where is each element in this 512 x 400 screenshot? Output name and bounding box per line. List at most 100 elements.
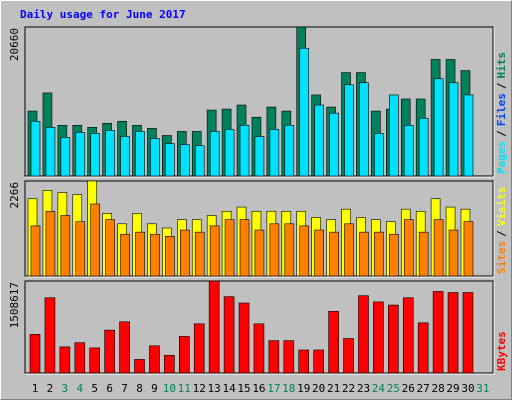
bar xyxy=(254,229,265,277)
bar xyxy=(75,221,86,277)
x-tick-label: 14 xyxy=(222,382,236,395)
bar xyxy=(44,297,56,374)
x-tick-label: 6 xyxy=(106,382,113,395)
x-tick-label: 9 xyxy=(151,382,158,395)
bar xyxy=(254,136,265,177)
bar xyxy=(29,334,41,374)
bar xyxy=(120,136,130,177)
bar xyxy=(90,133,101,177)
bar xyxy=(208,280,220,374)
bar xyxy=(60,215,71,277)
bar xyxy=(344,84,354,177)
bar xyxy=(269,223,280,277)
bar xyxy=(239,124,250,177)
bar xyxy=(238,302,250,374)
bar xyxy=(45,210,56,277)
x-tick-label: 29 xyxy=(446,382,459,395)
x-tick-label: 23 xyxy=(357,382,370,395)
bar xyxy=(194,231,205,277)
x-tick-label: 17 xyxy=(267,382,280,395)
legend-separator: / xyxy=(495,82,508,89)
x-tick-label: 16 xyxy=(252,382,265,395)
bar xyxy=(343,338,354,374)
x-tick-label: 4 xyxy=(76,382,83,395)
x-tick-label: 11 xyxy=(178,382,191,395)
bar xyxy=(403,124,414,177)
bar xyxy=(389,233,399,277)
bar xyxy=(105,219,115,277)
legend: KBytes xyxy=(495,331,508,371)
bar xyxy=(150,233,160,277)
bar xyxy=(462,292,474,374)
x-tick-label: 5 xyxy=(91,382,98,395)
bar xyxy=(402,297,414,374)
x-tick-label: 18 xyxy=(282,382,295,395)
bar xyxy=(209,131,220,177)
bar xyxy=(418,231,429,277)
x-tick-label: 22 xyxy=(342,382,355,395)
legend-entry: Files xyxy=(495,93,508,126)
legend-entry: Visits xyxy=(495,187,508,227)
bar xyxy=(373,301,384,374)
x-tick-label: 13 xyxy=(208,382,221,395)
bar xyxy=(344,223,354,277)
bar xyxy=(328,311,339,374)
bar xyxy=(253,323,265,374)
bar xyxy=(329,231,339,277)
x-tick-label: 15 xyxy=(237,382,250,395)
bar xyxy=(74,342,86,374)
bar xyxy=(418,117,429,177)
bar xyxy=(389,94,399,177)
bar xyxy=(432,291,444,374)
bar xyxy=(463,221,474,277)
bar xyxy=(417,322,429,374)
bar xyxy=(388,304,399,374)
bar xyxy=(314,229,324,277)
x-tick-label: 7 xyxy=(121,382,128,395)
x-tick-label: 28 xyxy=(431,382,444,395)
bar xyxy=(463,94,474,177)
y-tick-label: 1508617 xyxy=(8,282,21,328)
bar xyxy=(165,143,175,177)
bar xyxy=(209,225,220,277)
bar xyxy=(30,225,41,277)
bar xyxy=(45,127,56,177)
bar xyxy=(314,104,324,177)
bar xyxy=(135,131,145,177)
y-tick-label: 2266 xyxy=(8,182,21,209)
bar xyxy=(75,132,86,177)
x-tick-label: 3 xyxy=(62,382,69,395)
bar xyxy=(329,112,339,177)
bar xyxy=(165,236,175,277)
bar xyxy=(164,354,175,374)
legend-entry: Pages xyxy=(495,141,508,174)
legend-separator: / xyxy=(495,130,508,137)
bar xyxy=(268,340,280,374)
bar xyxy=(359,231,369,277)
plot-bevel xyxy=(25,27,495,178)
bar xyxy=(105,130,115,177)
x-tick-label: 12 xyxy=(193,382,206,395)
legend-entry: KBytes xyxy=(495,331,508,371)
x-tick-label: 27 xyxy=(417,382,430,395)
bar xyxy=(135,231,145,277)
legend-entry: Hits xyxy=(495,52,508,79)
bar xyxy=(59,346,71,374)
bar xyxy=(150,138,160,177)
y-tick-label: 20660 xyxy=(8,28,21,61)
bar xyxy=(223,296,235,374)
bar xyxy=(374,231,384,277)
bar xyxy=(224,219,235,277)
bar xyxy=(30,120,41,177)
x-tick-label: 30 xyxy=(461,382,474,395)
bar xyxy=(180,144,190,177)
bar xyxy=(90,203,101,277)
bar xyxy=(194,145,205,177)
bar xyxy=(433,78,444,177)
bar xyxy=(299,225,310,277)
bar xyxy=(313,349,324,374)
bar xyxy=(284,124,295,177)
bar xyxy=(120,233,130,277)
legend-separator: / xyxy=(495,230,508,237)
